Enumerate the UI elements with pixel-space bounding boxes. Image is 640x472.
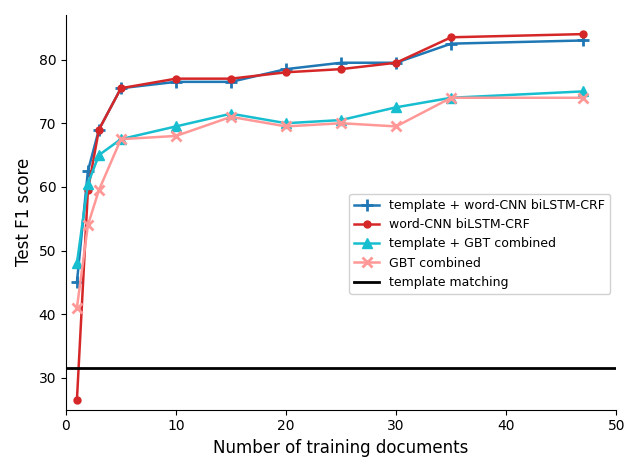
GBT combined	[172, 133, 180, 139]
word-CNN biLSTM-CRF	[73, 397, 81, 403]
GBT combined	[95, 187, 103, 193]
template + word-CNN biLSTM-CRF	[447, 41, 455, 46]
GBT combined	[579, 95, 587, 101]
template matching	[62, 365, 70, 371]
word-CNN biLSTM-CRF	[579, 31, 587, 37]
GBT combined	[84, 222, 92, 228]
X-axis label: Number of training documents: Number of training documents	[213, 439, 468, 457]
template + GBT combined	[392, 104, 400, 110]
GBT combined	[117, 136, 125, 142]
Line: template + GBT combined: template + GBT combined	[72, 86, 588, 268]
template + GBT combined	[117, 136, 125, 142]
template + GBT combined	[447, 95, 455, 101]
word-CNN biLSTM-CRF	[117, 85, 125, 91]
Line: template + word-CNN biLSTM-CRF: template + word-CNN biLSTM-CRF	[71, 35, 589, 288]
Line: word-CNN biLSTM-CRF: word-CNN biLSTM-CRF	[74, 31, 587, 404]
template + GBT combined	[227, 111, 235, 117]
word-CNN biLSTM-CRF	[337, 66, 345, 72]
template + GBT combined	[172, 124, 180, 129]
template + GBT combined	[282, 120, 290, 126]
word-CNN biLSTM-CRF	[392, 60, 400, 66]
template + word-CNN biLSTM-CRF	[95, 127, 103, 133]
template matching	[73, 365, 81, 371]
template + word-CNN biLSTM-CRF	[73, 279, 81, 285]
template + word-CNN biLSTM-CRF	[392, 60, 400, 66]
GBT combined	[337, 120, 345, 126]
template + GBT combined	[337, 117, 345, 123]
Y-axis label: Test F1 score: Test F1 score	[15, 158, 33, 267]
template + word-CNN biLSTM-CRF	[117, 85, 125, 91]
GBT combined	[392, 124, 400, 129]
GBT combined	[447, 95, 455, 101]
template + word-CNN biLSTM-CRF	[172, 79, 180, 84]
word-CNN biLSTM-CRF	[282, 69, 290, 75]
word-CNN biLSTM-CRF	[447, 34, 455, 40]
Legend: template + word-CNN biLSTM-CRF, word-CNN biLSTM-CRF, template + GBT combined, GB: template + word-CNN biLSTM-CRF, word-CNN…	[349, 194, 610, 294]
GBT combined	[282, 124, 290, 129]
template + word-CNN biLSTM-CRF	[227, 79, 235, 84]
template + word-CNN biLSTM-CRF	[337, 60, 345, 66]
template + word-CNN biLSTM-CRF	[282, 66, 290, 72]
GBT combined	[73, 305, 81, 311]
word-CNN biLSTM-CRF	[84, 187, 92, 193]
template + GBT combined	[73, 261, 81, 266]
word-CNN biLSTM-CRF	[172, 76, 180, 82]
template + GBT combined	[579, 89, 587, 94]
word-CNN biLSTM-CRF	[95, 127, 103, 133]
Line: GBT combined: GBT combined	[72, 93, 588, 313]
template + GBT combined	[95, 152, 103, 158]
GBT combined	[227, 114, 235, 120]
template + GBT combined	[84, 181, 92, 186]
word-CNN biLSTM-CRF	[227, 76, 235, 82]
template + word-CNN biLSTM-CRF	[84, 168, 92, 174]
template + word-CNN biLSTM-CRF	[579, 38, 587, 43]
